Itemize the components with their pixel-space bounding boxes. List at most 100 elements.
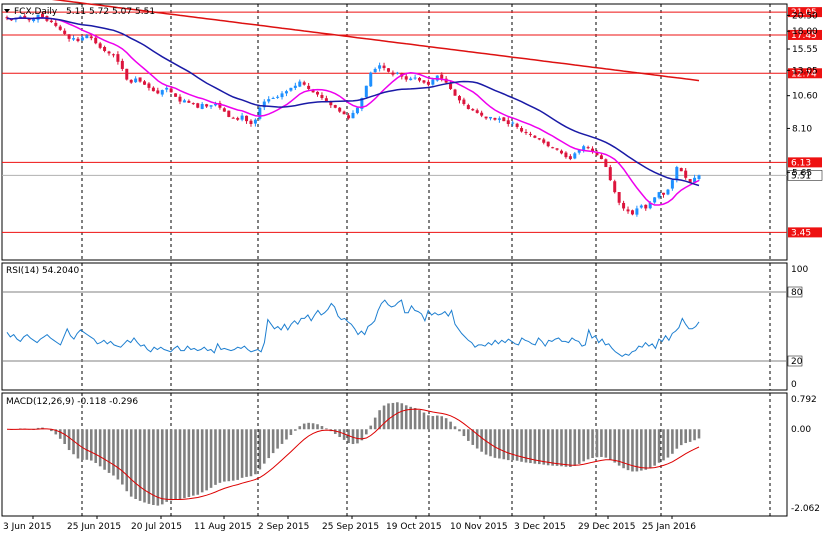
candle-body — [551, 147, 555, 149]
candle-body — [9, 19, 13, 21]
candle-body — [453, 89, 457, 96]
price-tick-label: 20.50 — [792, 11, 818, 21]
candle-body — [54, 22, 58, 26]
macd-tick-label: 0.00 — [791, 425, 811, 435]
candle-body — [528, 133, 532, 135]
candle-body — [209, 105, 213, 107]
rsi-tick-label: 0 — [791, 380, 797, 390]
candle-body — [555, 148, 559, 150]
rsi-tick-label: 100 — [791, 265, 808, 275]
candle-body — [94, 37, 98, 44]
candle-body — [329, 101, 333, 106]
candle-body — [111, 54, 115, 56]
rsi-tick-label: 20 — [791, 357, 803, 367]
candle-body — [599, 155, 603, 160]
candle-body — [613, 181, 617, 193]
candle-body — [280, 93, 284, 98]
pane-frames — [1, 3, 788, 517]
candle-body — [542, 139, 546, 143]
level-label-box — [788, 68, 822, 79]
candle-body — [688, 179, 692, 183]
level-label-box — [788, 7, 822, 18]
candle-body — [165, 87, 169, 90]
price-tick-label: 10.60 — [792, 92, 818, 102]
candle-body — [227, 110, 231, 117]
candle-body — [258, 107, 262, 119]
ohlc-close: 5.51 — [135, 7, 155, 17]
dropdown-triangle-icon[interactable] — [4, 9, 10, 13]
time-label: 11 Aug 2015 — [194, 522, 252, 532]
candle-body — [653, 197, 657, 203]
candle-body — [515, 123, 519, 127]
candle-body — [431, 79, 435, 85]
macd-title: MACD(12,26,9) -0.118 -0.296 — [6, 397, 138, 407]
candle-body — [644, 204, 648, 209]
candle-body — [240, 115, 244, 120]
price-grid — [81, 4, 771, 516]
level-label-box — [788, 29, 822, 40]
candle-body — [49, 20, 53, 23]
candle-body — [76, 38, 80, 42]
candle-body — [5, 17, 9, 19]
candle-body — [591, 148, 595, 152]
candle-body — [182, 100, 186, 103]
time-label: 20 Jul 2015 — [131, 522, 182, 532]
candle-body — [236, 118, 240, 120]
candle-body — [89, 36, 93, 39]
candle-body — [595, 152, 599, 156]
candle-body — [72, 38, 76, 40]
candle-body — [298, 81, 302, 87]
time-label: 10 Nov 2015 — [450, 522, 508, 532]
time-label: 19 Oct 2015 — [386, 522, 442, 532]
rsi-tick-label: 80 — [791, 288, 803, 298]
candle-body — [320, 95, 324, 98]
candle-body — [134, 78, 138, 83]
candle-body — [355, 107, 359, 114]
ohlc-low: 5.07 — [112, 7, 132, 17]
candle-body — [218, 102, 222, 108]
candle-body — [67, 34, 71, 39]
candle-body — [196, 103, 200, 108]
candle-body — [608, 167, 612, 181]
candle-body — [511, 122, 515, 124]
current-price-box — [787, 170, 823, 181]
candle-body — [497, 118, 501, 120]
candle-body — [151, 87, 155, 92]
ma-fast-line — [6, 17, 700, 206]
candle-body — [679, 168, 683, 172]
ohlc-high: 5.72 — [89, 7, 109, 17]
candle-body — [125, 68, 129, 80]
candle-body — [502, 117, 506, 122]
candle-body — [262, 101, 266, 108]
candle-body — [267, 99, 271, 102]
candle-body — [568, 156, 572, 160]
candle-body — [471, 109, 475, 111]
candle-body — [311, 90, 315, 93]
candle-body — [271, 97, 275, 99]
candle-body — [617, 192, 621, 203]
candle-body — [662, 192, 666, 195]
candle-body — [404, 76, 408, 80]
candle-body — [200, 103, 204, 109]
candle-body — [520, 128, 524, 132]
ma-slow-line — [51, 0, 700, 82]
candle-body — [293, 85, 297, 88]
rsi-pane: 100 80 20 0 — [2, 265, 808, 390]
candle-body — [604, 159, 608, 168]
candle-body — [289, 87, 293, 91]
candle-body — [475, 110, 479, 113]
candle-body — [27, 18, 31, 21]
candle-body — [342, 111, 346, 115]
time-label: 29 Dec 2015 — [578, 522, 636, 532]
candle-body — [316, 91, 320, 95]
candle-body — [462, 99, 466, 104]
candle-body — [635, 208, 639, 215]
price-tick-label: 13.05 — [792, 66, 818, 76]
candle-body — [222, 108, 226, 112]
candle-body — [533, 135, 537, 138]
level-label: 21.05 — [791, 8, 817, 18]
candle-body — [169, 88, 173, 93]
candle-body — [524, 131, 528, 134]
level-label: 3.45 — [791, 228, 811, 238]
